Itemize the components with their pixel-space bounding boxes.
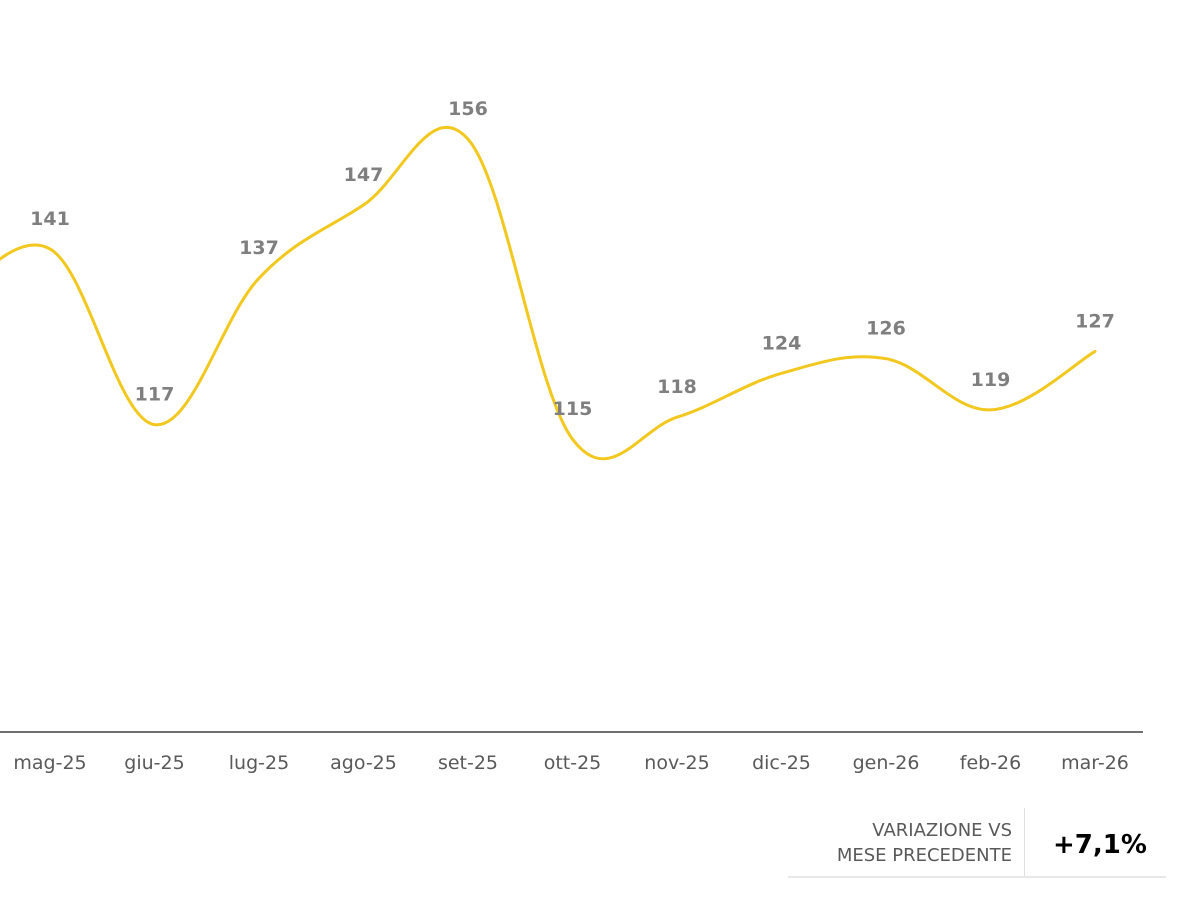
data-point [361, 202, 367, 208]
data-label: 119 [971, 369, 1011, 391]
data-point [883, 356, 889, 362]
data-label: 141 [30, 208, 70, 230]
x-tick-label: lug-25 [229, 752, 289, 774]
data-label: 127 [1075, 310, 1115, 332]
data-label: 117 [135, 384, 175, 406]
data-point [779, 370, 785, 376]
x-tick-label: giu-25 [124, 752, 184, 774]
x-tick-label: gen-26 [853, 752, 920, 774]
variation-panel: VARIAZIONE VS MESE PRECEDENTE +7,1% [788, 808, 1166, 878]
data-label: 126 [866, 318, 906, 340]
x-tick-label: nov-25 [644, 752, 709, 774]
data-point [570, 436, 576, 442]
data-point [47, 246, 53, 252]
x-tick-label: ago-25 [330, 752, 397, 774]
data-label: 115 [553, 398, 593, 420]
data-point [988, 407, 994, 413]
data-point [465, 136, 471, 142]
variation-value: +7,1% [1053, 830, 1147, 860]
data-point [256, 275, 262, 281]
x-tick-label: mar-26 [1061, 752, 1129, 774]
data-label: 147 [344, 164, 384, 186]
x-tick-label: feb-26 [960, 752, 1021, 774]
variation-label: VARIAZIONE VS MESE PRECEDENTE [837, 818, 1012, 868]
series-line [0, 125, 1097, 461]
data-label: 137 [239, 237, 279, 259]
x-tick-label: mag-25 [13, 752, 86, 774]
x-tick-label: dic-25 [752, 752, 811, 774]
data-point [674, 414, 680, 420]
x-tick-label: set-25 [438, 752, 498, 774]
variation-divider [1024, 808, 1025, 876]
data-point [152, 422, 158, 428]
variation-label-line1: VARIAZIONE VS [872, 820, 1012, 841]
data-label: 118 [657, 376, 697, 398]
variation-label-line2: MESE PRECEDENTE [836, 845, 1012, 866]
data-label: 156 [448, 98, 488, 120]
data-label: 124 [762, 332, 802, 354]
x-tick-label: ott-25 [544, 752, 602, 774]
data-point [1092, 348, 1098, 354]
